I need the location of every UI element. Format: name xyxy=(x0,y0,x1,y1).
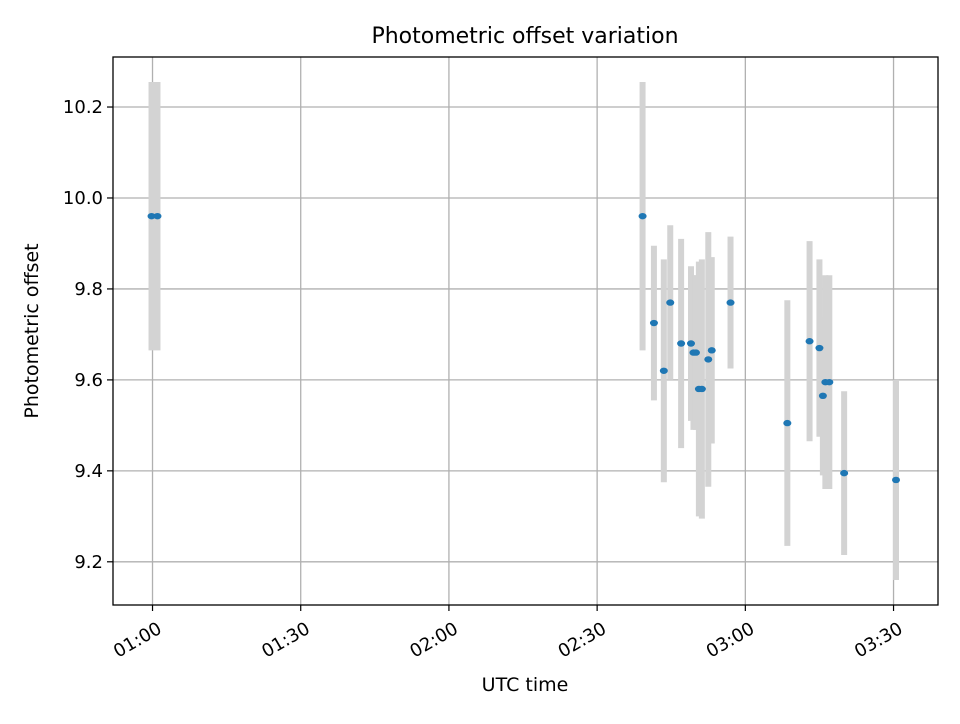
y-axis-label: Photometric offset xyxy=(21,243,43,418)
axes-frame xyxy=(112,56,939,606)
data-point xyxy=(691,349,700,356)
grid xyxy=(113,57,938,605)
data-point xyxy=(649,319,658,327)
y-tick-label: 9.6 xyxy=(74,370,103,391)
data-point xyxy=(697,385,706,393)
data-point xyxy=(638,212,647,220)
y-tick-label: 10.2 xyxy=(63,97,103,118)
x-tick-label: 03:30 xyxy=(851,618,906,662)
data-point xyxy=(704,356,713,363)
x-tick-label: 03:00 xyxy=(703,618,758,662)
data-point xyxy=(707,347,716,354)
y-tick-label: 9.8 xyxy=(74,279,103,300)
data-point xyxy=(805,338,814,345)
x-axis-label: UTC time xyxy=(482,674,569,696)
x-tick-label: 01:00 xyxy=(110,618,165,662)
data-point xyxy=(666,299,675,306)
data-point xyxy=(686,340,695,347)
y-axis-ticks: 9.2 9.4 9.6 9.8 10.0 10.2 xyxy=(63,97,113,573)
data-point xyxy=(825,378,834,386)
data-point xyxy=(783,419,792,427)
data-point xyxy=(147,212,156,220)
data-point xyxy=(892,476,901,484)
x-tick-label: 02:00 xyxy=(406,618,461,662)
data-point xyxy=(153,212,162,220)
data-point xyxy=(818,392,827,400)
data-point xyxy=(840,469,849,477)
data-point xyxy=(726,299,735,306)
x-axis-ticks: 01:00 01:30 02:00 02:30 03:00 03:30 xyxy=(110,605,906,662)
data-point xyxy=(815,344,824,352)
chart-title: Photometric offset variation xyxy=(371,24,678,49)
data-points xyxy=(147,212,901,484)
y-tick-label: 9.2 xyxy=(74,552,103,573)
x-tick-label: 01:30 xyxy=(258,618,313,662)
y-tick-label: 10.0 xyxy=(63,188,103,209)
data-point xyxy=(659,367,668,374)
y-tick-label: 9.4 xyxy=(74,461,103,482)
data-point xyxy=(677,340,686,347)
x-tick-label: 02:30 xyxy=(555,618,610,662)
error-bars xyxy=(148,82,900,580)
